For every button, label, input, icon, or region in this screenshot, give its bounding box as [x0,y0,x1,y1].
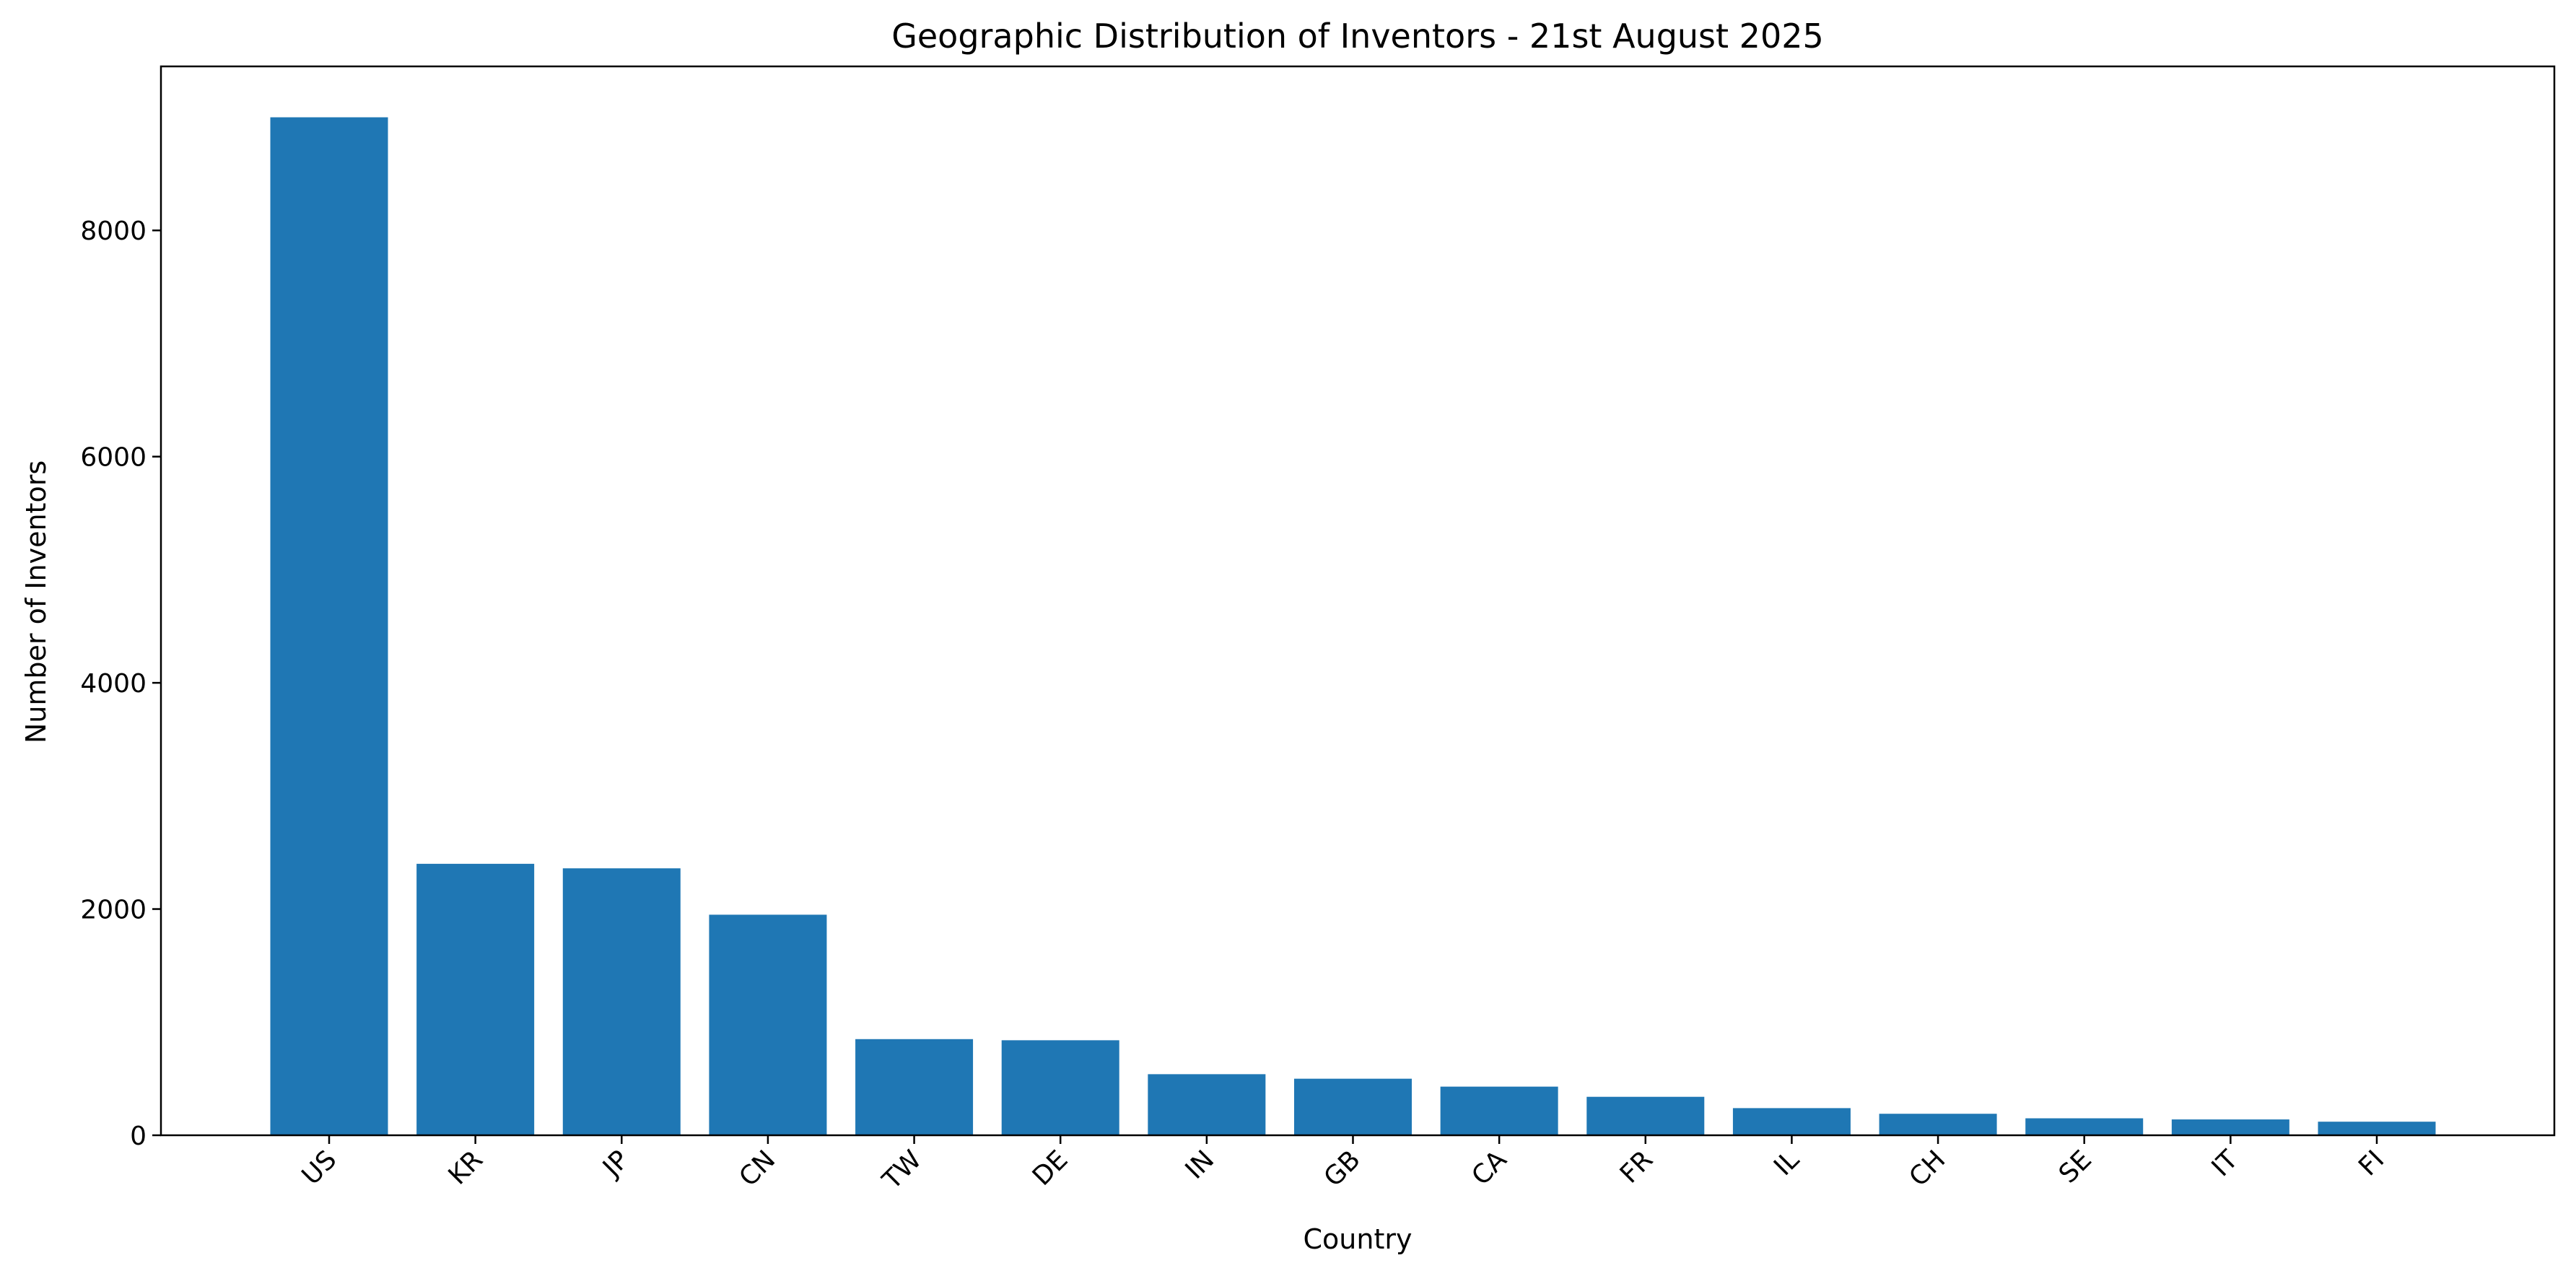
bar-de [1002,1040,1119,1135]
x-axis-label: Country [1304,1223,1413,1255]
bar-it [2172,1119,2289,1135]
x-tick-label: CH [1904,1145,1952,1192]
bar-il [1733,1108,1851,1135]
x-tick-label: DE [1027,1145,1074,1192]
y-tick-label: 2000 [80,896,147,925]
x-tick-label: FR [1615,1145,1659,1189]
bar-us [271,118,388,1135]
x-tick-label: US [297,1145,343,1191]
x-tick-label: IL [1768,1145,1805,1181]
bar-se [2025,1118,2143,1135]
y-tick-label: 8000 [80,217,147,246]
bar-gb [1294,1079,1412,1135]
x-tick-label: TW [877,1145,927,1195]
y-tick-label: 0 [130,1122,147,1151]
bar-jp [563,868,681,1135]
bar-tw [855,1039,973,1135]
bar-kr [416,864,534,1135]
bar-cn [709,914,826,1135]
x-tick-label: IN [1180,1145,1221,1185]
x-tick-label: KR [443,1145,489,1190]
y-tick-label: 4000 [80,669,147,699]
x-tick-label: FI [2353,1145,2390,1181]
x-axis: US KR JP CN TW DE IN GB CA FR IL CH SE IT FI [297,1135,2391,1196]
x-tick-label: CA [1466,1145,1512,1191]
bar-fi [2318,1122,2436,1135]
bar-ch [1879,1114,1997,1135]
x-tick-label: JP [596,1145,634,1183]
y-tick-label: 6000 [80,443,147,473]
bar-ca [1441,1087,1558,1135]
bars-layer [271,118,2436,1135]
x-tick-label: IT [2206,1145,2245,1183]
x-tick-label: CN [733,1145,781,1192]
bar-fr [1586,1097,1704,1135]
x-tick-label: GB [1319,1145,1366,1192]
bar-in [1148,1074,1265,1135]
y-axis-label: Number of Inventors [20,460,52,743]
x-tick-label: SE [2053,1145,2097,1189]
y-axis: 0 2000 4000 6000 8000 [80,217,161,1151]
chart-title: Geographic Distribution of Inventors - 2… [891,17,1824,56]
